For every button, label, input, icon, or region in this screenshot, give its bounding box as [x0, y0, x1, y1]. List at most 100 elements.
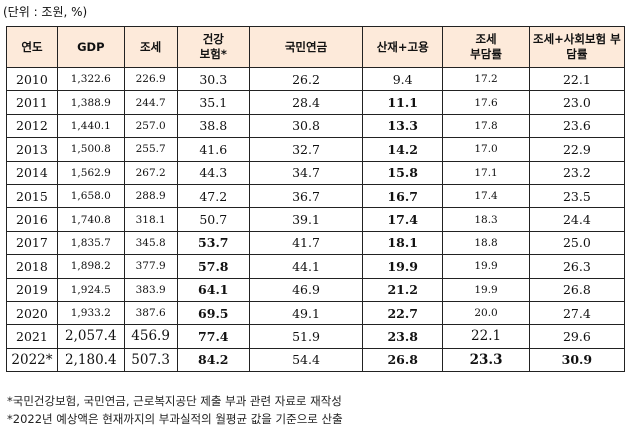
table-cell: 2019 [6, 277, 58, 302]
tax-burden-table: 연도 GDP 조세 건강 보험* 국민연금 산재+고용 조세 부담률 조세+사회보험 부 담률 20… [6, 26, 625, 373]
table-cell: 19.9 [442, 277, 530, 302]
column-header: 건강 보험* [176, 26, 251, 68]
table-cell: 11.1 [361, 90, 444, 115]
table-cell: 25.0 [528, 230, 625, 256]
table-cell: 226.9 [123, 66, 178, 92]
table-cell: 84.2 [176, 347, 251, 373]
table-row: 2013 1,500.8 255.7 41.6 32.7 14.2 17.0 22.9 [6, 137, 625, 162]
table-cell: 38.8 [176, 113, 251, 139]
table-cell: 46.9 [249, 277, 363, 302]
table-cell: 47.2 [176, 183, 251, 209]
table-cell: 44.1 [249, 254, 363, 279]
table-cell: 23.3 [442, 347, 530, 373]
table-cell: 51.9 [249, 324, 363, 349]
table-cell: 244.7 [123, 90, 178, 115]
column-header: 산재+고용 [361, 26, 444, 68]
table-cell: 30.8 [249, 113, 363, 139]
table-cell: 2022* [6, 347, 58, 373]
table-cell: 22.9 [528, 137, 625, 162]
table-cell: 27.4 [528, 300, 625, 326]
table-cell: 1,835.7 [56, 230, 125, 256]
table-row: 2019 1,924.5 383.9 64.1 46.9 21.2 19.9 26.8 [6, 277, 625, 302]
table-cell: 36.7 [249, 183, 363, 209]
table-cell: 26.8 [528, 277, 625, 302]
table-row: 2010 1,322.6 226.9 30.3 26.2 9.4 17.2 22.1 [6, 66, 625, 92]
table-cell: 20.0 [442, 300, 530, 326]
table-row: 2021 2,057.4 456.9 77.4 51.9 23.8 22.1 29.6 [6, 324, 625, 349]
table-cell: 1,322.6 [56, 66, 125, 92]
table-row: 2022* 2,180.4 507.3 84.2 54.4 26.8 23.3 30.9 [6, 347, 625, 373]
table-cell: 30.3 [176, 66, 251, 92]
table-cell: 18.3 [442, 207, 530, 232]
table-cell: 456.9 [123, 324, 178, 349]
table-cell: 377.9 [123, 254, 178, 279]
table-cell: 267.2 [123, 160, 178, 185]
table-cell: 2,057.4 [56, 324, 125, 349]
table-row: 2017 1,835.7 345.8 53.7 41.7 18.1 18.8 25.0 [6, 230, 625, 256]
table-cell: 29.6 [528, 324, 625, 349]
table-cell: 1,740.8 [56, 207, 125, 232]
table-cell: 13.3 [361, 113, 444, 139]
table-cell: 17.4 [361, 207, 444, 232]
table-cell: 2015 [6, 183, 58, 209]
table-cell: 23.6 [528, 113, 625, 139]
table-row: 2015 1,658.0 288.9 47.2 36.7 16.7 17.4 23.5 [6, 183, 625, 209]
table-cell: 387.6 [123, 300, 178, 326]
table-body: 2010 1,322.6 226.9 30.3 26.2 9.4 17.2 22.1 2011 1… [6, 66, 625, 373]
table-row: 2014 1,562.9 267.2 44.3 34.7 15.8 17.1 23.2 [6, 160, 625, 185]
table-cell: 23.8 [361, 324, 444, 349]
table-cell: 257.0 [123, 113, 178, 139]
table-cell: 255.7 [123, 137, 178, 162]
table-cell: 2021 [6, 324, 58, 349]
table-cell: 30.9 [528, 347, 625, 373]
table-cell: 50.7 [176, 207, 251, 232]
table-cell: 16.7 [361, 183, 444, 209]
table-cell: 1,562.9 [56, 160, 125, 185]
table-cell: 383.9 [123, 277, 178, 302]
table-cell: 2010 [6, 66, 58, 92]
table-cell: 18.8 [442, 230, 530, 256]
table-cell: 53.7 [176, 230, 251, 256]
table-cell: 34.7 [249, 160, 363, 185]
table-cell: 17.2 [442, 66, 530, 92]
table-cell: 2020 [6, 300, 58, 326]
table-cell: 288.9 [123, 183, 178, 209]
table-cell: 9.4 [361, 66, 444, 92]
table-row: 2011 1,388.9 244.7 35.1 28.4 11.1 17.6 23.0 [6, 90, 625, 115]
column-header: GDP [56, 26, 125, 68]
table-cell: 17.1 [442, 160, 530, 185]
table-cell: 507.3 [123, 347, 178, 373]
table-cell: 32.7 [249, 137, 363, 162]
table-cell: 15.8 [361, 160, 444, 185]
unit-label: (단위 : 조원, %) [3, 5, 88, 19]
table-cell: 1,388.9 [56, 90, 125, 115]
table-cell: 26.2 [249, 66, 363, 92]
table-cell: 2017 [6, 230, 58, 256]
footnote-1: *국민건강보험, 국민연금, 근로복지공단 제출 부과 관련 자료로 재작성 [7, 394, 342, 408]
column-header: 연도 [6, 26, 58, 68]
table-cell: 41.7 [249, 230, 363, 256]
footnote-2: *2022년 예상액은 현재까지의 부과실적의 월평균 값을 기준으로 산출 [7, 412, 343, 426]
table-cell: 39.1 [249, 207, 363, 232]
table-cell: 1,658.0 [56, 183, 125, 209]
table-cell: 17.8 [442, 113, 530, 139]
column-header: 국민연금 [249, 26, 363, 68]
table-cell: 14.2 [361, 137, 444, 162]
table-cell: 69.5 [176, 300, 251, 326]
table-cell: 345.8 [123, 230, 178, 256]
table-cell: 2018 [6, 254, 58, 279]
table-cell: 23.2 [528, 160, 625, 185]
table-header-row: 연도 GDP 조세 건강 보험* 국민연금 산재+고용 조세 부담률 조세+사회보험 부 담률 [6, 26, 625, 68]
table-cell: 1,500.8 [56, 137, 125, 162]
table-row: 2020 1,933.2 387.6 69.5 49.1 22.7 20.0 27.4 [6, 300, 625, 326]
table-cell: 19.9 [361, 254, 444, 279]
table-cell: 2012 [6, 113, 58, 139]
table-cell: 44.3 [176, 160, 251, 185]
table-cell: 2,180.4 [56, 347, 125, 373]
table-cell: 41.6 [176, 137, 251, 162]
table-cell: 22.7 [361, 300, 444, 326]
table-cell: 2011 [6, 90, 58, 115]
footnotes: *국민건강보험, 국민연금, 근로복지공단 제출 부과 관련 자료로 재작성 *… [7, 392, 343, 428]
table-cell: 17.0 [442, 137, 530, 162]
table-cell: 35.1 [176, 90, 251, 115]
